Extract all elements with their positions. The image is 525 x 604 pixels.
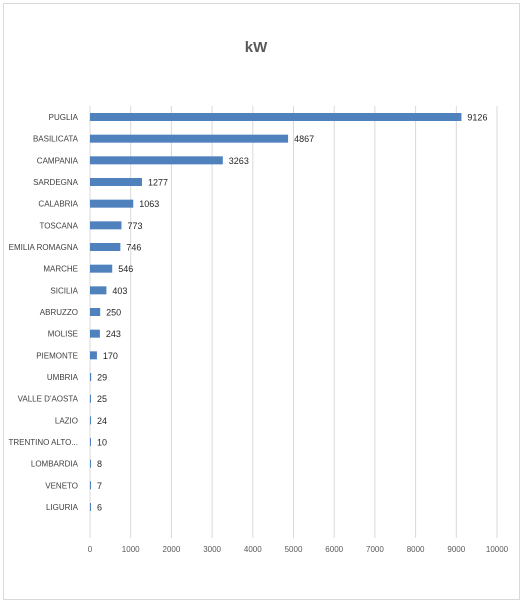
x-tick-label: 5000 (285, 545, 303, 554)
category-labels: PUGLIA BASILICATA CAMPANIA SARDEGNA CALABRIA… (9, 113, 79, 512)
x-tick-label: 10000 (486, 545, 509, 554)
x-tick-label: 8000 (407, 545, 425, 554)
category-label: SICILIA (50, 286, 78, 295)
x-tick-label: 1000 (122, 545, 140, 554)
data-label: 8 (97, 459, 102, 469)
data-label: 243 (106, 329, 121, 339)
data-label: 1063 (139, 199, 159, 209)
category-label: BASILICATA (33, 135, 79, 144)
category-label: PIEMONTE (36, 351, 78, 360)
x-tick-label: 2000 (163, 545, 181, 554)
bar (90, 329, 100, 338)
bar (90, 134, 289, 143)
bar (90, 394, 92, 403)
bar (90, 286, 107, 295)
bar (90, 503, 91, 511)
data-label: 9126 (467, 113, 487, 123)
bar (90, 199, 134, 208)
data-label: 25 (97, 394, 107, 404)
data-label: 24 (97, 416, 107, 426)
x-tick-label: 3000 (203, 545, 221, 554)
bar (90, 156, 223, 165)
chart-area (3, 3, 520, 600)
x-tick-label: 7000 (366, 545, 384, 554)
category-label: ABRUZZO (40, 308, 78, 317)
data-label: 250 (106, 308, 121, 318)
category-label: VENETO (45, 481, 78, 490)
bar (90, 481, 91, 490)
category-label: SARDEGNA (33, 178, 79, 187)
category-label: CAMPANIA (37, 156, 79, 165)
data-label: 6 (97, 503, 102, 513)
gridlines (89, 106, 498, 538)
category-label: LOMBARDIA (31, 460, 79, 469)
data-label: 4867 (294, 134, 314, 144)
category-label: EMILIA ROMAGNA (9, 243, 79, 252)
bar (90, 373, 92, 381)
category-label: VALLE D'AOSTA (18, 395, 79, 404)
chart-title: kW (245, 39, 268, 56)
bar (90, 221, 122, 230)
bars (90, 113, 462, 511)
bar (90, 243, 121, 251)
category-label: TOSCANA (39, 221, 78, 230)
category-label: UMBRIA (47, 373, 79, 382)
bar (90, 351, 97, 360)
bar (90, 178, 142, 186)
bar (90, 264, 113, 273)
data-label: 3263 (229, 156, 249, 166)
data-label: 1277 (148, 178, 168, 188)
bar (90, 416, 91, 425)
data-label: 170 (103, 351, 118, 361)
data-label: 546 (118, 264, 133, 274)
data-label: 746 (126, 243, 141, 253)
x-tick-label: 0 (88, 545, 93, 554)
data-label: 403 (112, 286, 127, 296)
category-label: PUGLIA (49, 113, 79, 122)
category-label: TRENTINO ALTO... (9, 438, 79, 447)
category-label: MOLISE (48, 330, 78, 339)
data-label: 7 (97, 481, 102, 491)
bar (90, 113, 462, 121)
bar (90, 459, 91, 468)
x-tick-label: 4000 (244, 545, 262, 554)
x-tick-label: 6000 (325, 545, 343, 554)
bar (90, 438, 91, 446)
x-tick-label: 9000 (447, 545, 465, 554)
data-label: 10 (97, 438, 107, 448)
data-label: 29 (97, 373, 107, 383)
bar (90, 308, 101, 316)
data-label: 773 (127, 221, 142, 231)
category-label: MARCHE (43, 265, 78, 274)
category-label: CALABRIA (38, 200, 78, 209)
category-label: LAZIO (55, 416, 78, 425)
x-axis-tick-labels: 0 1000 2000 3000 4000 5000 6000 7000 8000 9000 100… (88, 545, 509, 554)
category-label: LIGURIA (46, 503, 79, 512)
data-labels: 9126 4867 3263 1277 1063 773 746 546 403 250 243 17… (97, 113, 487, 513)
